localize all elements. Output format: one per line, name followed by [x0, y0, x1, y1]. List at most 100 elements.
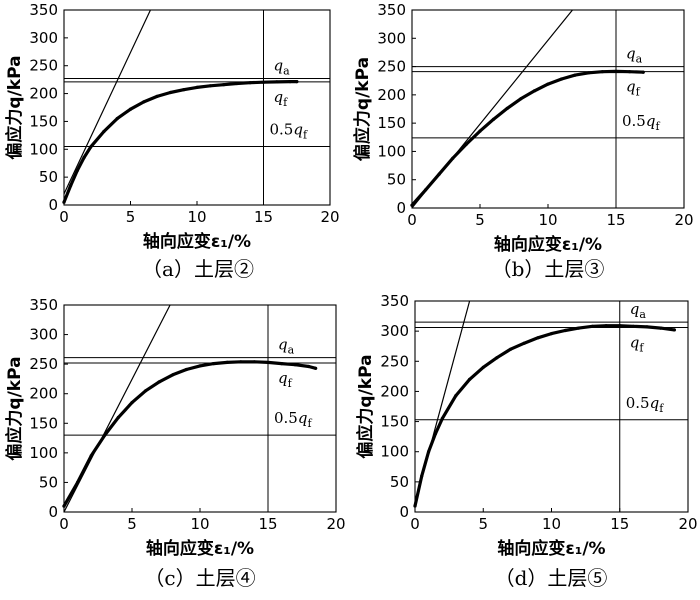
data-point	[440, 417, 444, 421]
y-axis-label: 偏应力q/kPa	[4, 356, 25, 460]
y-tick-label: 50	[39, 168, 58, 186]
data-point	[424, 188, 428, 192]
y-tick-label: 0	[399, 503, 409, 521]
x-tick-label: 5	[475, 211, 485, 229]
data-point	[618, 324, 622, 328]
data-point	[144, 389, 148, 393]
half-qf-label: 0.5qf	[270, 121, 308, 142]
data-point	[128, 107, 133, 111]
data-point	[505, 106, 509, 110]
data-point	[631, 324, 636, 328]
data-point	[62, 200, 66, 204]
data-point	[155, 94, 159, 98]
data-point	[102, 129, 106, 134]
y-tick-label: 350	[29, 296, 58, 314]
data-point	[115, 117, 119, 121]
data-point	[573, 73, 577, 77]
data-point	[468, 377, 472, 381]
y-axis-label: 偏应力q/kPa	[352, 57, 373, 161]
y-tick-label: 350	[377, 1, 406, 19]
panel-caption: （c）土层④	[144, 566, 255, 590]
qf-label: qf	[278, 369, 293, 390]
data-point	[495, 356, 499, 360]
x-tick-label: 10	[538, 211, 557, 229]
data-point	[672, 328, 676, 332]
y-tick-label: 350	[29, 1, 58, 19]
x-tick-label: 20	[326, 515, 345, 533]
data-point	[275, 80, 279, 84]
data-point	[252, 360, 256, 364]
data-point	[69, 183, 73, 188]
panel-caption: （b）土层③	[492, 257, 605, 281]
y-tick-label: 0	[396, 199, 406, 217]
y-tick-label: 100	[29, 444, 58, 462]
panel-a: 0 5 10 15 20050100150200250300350轴向应变ε₁/%偏应力…	[4, 1, 340, 281]
x-axis-label: 轴向应变ε₁/%	[146, 538, 254, 559]
x-axis-label: 轴向应变ε₁/%	[143, 231, 251, 252]
qf-label: qf	[274, 88, 289, 109]
data-point	[182, 88, 186, 92]
data-point	[293, 363, 297, 367]
data-point	[198, 364, 202, 368]
initial-tangent-line	[63, 9, 151, 195]
y-tick-label: 150	[29, 414, 58, 432]
x-tick-label: 15	[254, 208, 273, 226]
qa-label: qa	[630, 300, 647, 321]
data-point	[314, 366, 318, 370]
data-point	[614, 69, 618, 73]
y-tick-label: 200	[380, 382, 409, 400]
x-tick-label: 10	[190, 515, 209, 533]
y-tick-label: 250	[29, 355, 58, 373]
data-point	[168, 90, 172, 95]
half-qf-label: 0.5qf	[622, 112, 660, 133]
x-tick-label: 10	[187, 208, 206, 226]
y-tick-label: 300	[377, 29, 406, 47]
y-axis-label: 偏应力q/kPa	[355, 354, 376, 458]
y-tick-label: 100	[377, 142, 406, 160]
data-point	[478, 129, 482, 133]
x-tick-label: 0	[410, 515, 420, 533]
x-tick-label: 15	[258, 515, 277, 533]
y-tick-label: 0	[48, 196, 58, 214]
data-point	[420, 474, 424, 478]
stress-strain-curve	[62, 80, 299, 204]
data-point	[266, 360, 270, 364]
x-tick-label: 0	[59, 515, 69, 533]
data-point	[546, 82, 550, 86]
data-point	[142, 100, 146, 104]
x-tick-label: 20	[674, 211, 693, 229]
y-tick-label: 150	[380, 413, 409, 431]
y-tick-label: 150	[377, 114, 406, 132]
data-point	[464, 142, 468, 146]
data-point	[481, 365, 485, 369]
data-point	[89, 454, 93, 458]
y-tick-label: 200	[29, 85, 58, 103]
data-point	[519, 97, 523, 101]
data-point	[509, 347, 513, 351]
data-point	[130, 401, 134, 405]
data-point	[427, 450, 431, 454]
data-point	[563, 328, 567, 333]
data-point	[560, 77, 564, 81]
data-point	[75, 168, 79, 173]
data-point	[157, 380, 161, 384]
data-point	[225, 360, 229, 364]
stress-strain-curve	[413, 324, 676, 508]
y-tick-label: 250	[380, 352, 409, 370]
qa-label: qa	[278, 336, 295, 357]
data-point	[437, 172, 441, 176]
data-point	[454, 394, 458, 398]
data-point	[235, 81, 239, 86]
data-point	[410, 203, 414, 207]
data-point	[433, 432, 438, 436]
data-point	[171, 373, 175, 377]
data-point	[577, 326, 581, 330]
data-point	[208, 84, 212, 88]
data-point	[295, 80, 299, 84]
data-point	[492, 117, 496, 121]
x-tick-label: 15	[606, 211, 625, 229]
y-tick-label: 200	[377, 86, 406, 104]
x-tick-label: 10	[542, 515, 561, 533]
y-tick-label: 100	[380, 443, 409, 461]
data-point	[451, 156, 455, 160]
